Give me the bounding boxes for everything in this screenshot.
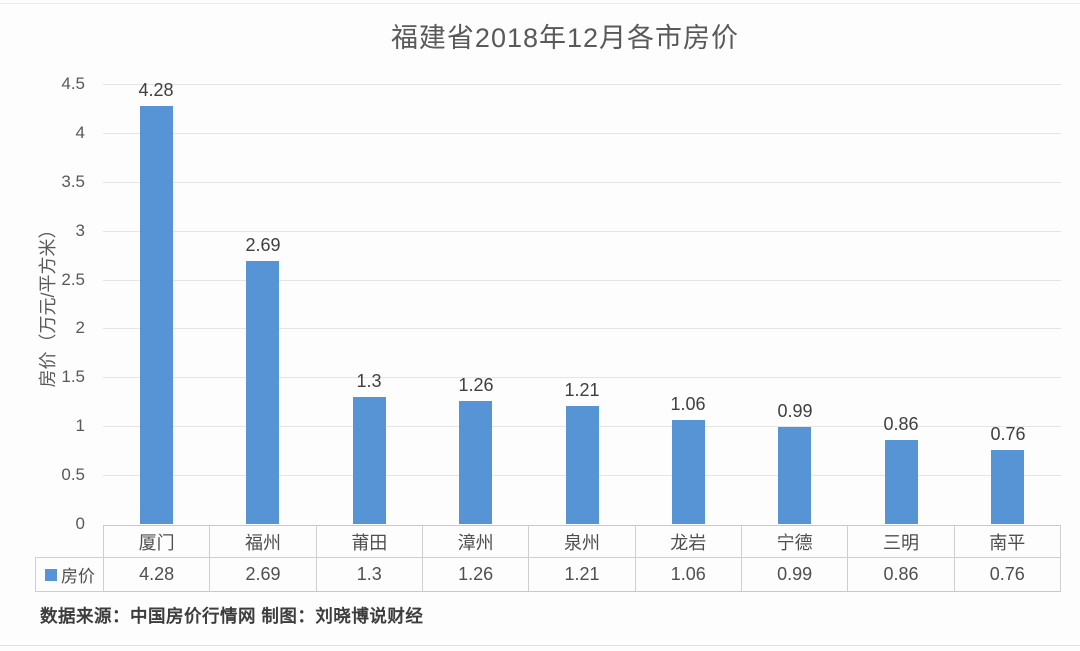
category-label: 莆田 [317, 526, 423, 557]
y-tick-label: 2.5 [61, 270, 85, 289]
data-table-value-row: 4.28 2.69 1.3 1.26 1.21 1.06 0.99 0.86 0.76 [103, 557, 1061, 592]
category-label: 龙岩 [636, 526, 742, 557]
gridline [103, 280, 1061, 281]
data-table-category-row: 厦门 福州 莆田 漳州 泉州 龙岩 宁德 三明 南平 [103, 525, 1061, 557]
category-label: 三明 [848, 526, 955, 557]
bottom-divider-line [0, 645, 1080, 646]
category-label: 泉州 [529, 526, 636, 557]
chart-title: 福建省2018年12月各市房价 [390, 23, 740, 53]
y-tick-label: 0.5 [61, 465, 85, 484]
table-value-cell: 0.86 [848, 558, 955, 591]
bar [566, 406, 599, 524]
y-tick-label: 2 [75, 318, 85, 337]
gridline [103, 377, 1061, 378]
table-value-cell: 0.76 [955, 558, 1061, 591]
bar-value-label: 0.76 [990, 424, 1026, 444]
bar-value-label: 1.3 [356, 371, 382, 391]
table-value-cell: 0.99 [742, 558, 849, 591]
gridline [103, 231, 1061, 232]
bar-value-label: 0.86 [883, 414, 919, 434]
table-value-cell: 1.3 [317, 558, 423, 591]
y-tick-label: 3.5 [61, 172, 85, 191]
y-tick-label: 4 [75, 123, 85, 142]
y-tick-label: 1.5 [61, 367, 85, 386]
bar [991, 450, 1024, 524]
y-tick-label: 1 [75, 416, 85, 435]
y-axis-title: 房价（万元/平方米） [38, 220, 58, 388]
category-label: 厦门 [104, 526, 211, 557]
series-color-swatch-icon [45, 568, 57, 581]
bar-value-label: 1.21 [564, 380, 600, 400]
bar [778, 427, 811, 524]
gridline [103, 182, 1061, 183]
category-label: 南平 [955, 526, 1061, 557]
gridline [103, 328, 1061, 329]
bar-value-label: 1.06 [670, 394, 706, 414]
y-tick-label: 3 [75, 221, 85, 240]
bar [459, 401, 492, 524]
y-tick-label: 4.5 [61, 74, 85, 93]
source-caption: 数据来源：中国房价行情网 制图：刘晓博说财经 [40, 606, 424, 626]
category-label: 福州 [210, 526, 317, 557]
table-value-cell: 2.69 [210, 558, 317, 591]
table-value-cell: 4.28 [104, 558, 211, 591]
y-tick-label: 0 [75, 514, 85, 533]
table-value-cell: 1.21 [529, 558, 636, 591]
bar-value-label: 4.28 [138, 80, 174, 100]
bar [672, 420, 705, 524]
bar-value-label: 0.99 [777, 401, 813, 421]
category-label: 漳州 [423, 526, 530, 557]
bar [246, 261, 279, 524]
gridline [103, 133, 1061, 134]
legend-series-label: 房价 [61, 567, 95, 586]
table-value-cell: 1.06 [636, 558, 742, 591]
category-label: 宁德 [742, 526, 849, 557]
top-divider-line [0, 3, 1080, 4]
bar [353, 397, 386, 524]
gridline [103, 84, 1061, 85]
bar [140, 106, 173, 524]
legend-key: 房价 [35, 557, 103, 592]
bar-value-label: 1.26 [458, 375, 494, 395]
table-value-cell: 1.26 [423, 558, 530, 591]
bar-value-label: 2.69 [245, 235, 281, 255]
bar [885, 440, 918, 524]
